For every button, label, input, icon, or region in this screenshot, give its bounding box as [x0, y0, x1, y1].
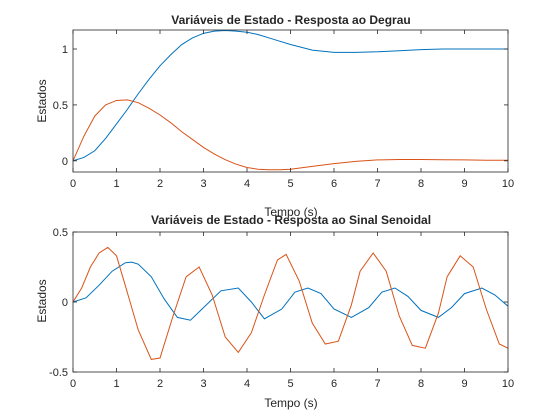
axes-box	[72, 231, 509, 373]
x-tick-label: 7	[374, 378, 380, 390]
x-tick-label: 0	[70, 378, 76, 390]
x-tick-label: 3	[200, 178, 206, 190]
chart-title: Variáveis de Estado - Resposta ao Sinal …	[151, 213, 431, 227]
series-line-1	[73, 30, 508, 162]
x-tick-label: 7	[374, 178, 380, 190]
subplot-step-response: Variáveis de Estado - Resposta ao Degrau…	[35, 13, 514, 219]
x-axis-label: Tempo (s)	[264, 396, 317, 410]
x-tick-label: 10	[502, 378, 514, 390]
x-tick-label: 8	[418, 378, 424, 390]
x-tick-label: 3	[200, 378, 206, 390]
axes-box	[72, 29, 509, 173]
x-tick-label: 8	[418, 178, 424, 190]
y-tick-label: 0.5	[53, 100, 68, 112]
y-tick-label: 1	[62, 44, 68, 56]
y-tick-label: 0	[62, 156, 68, 168]
x-tick-label: 2	[157, 178, 163, 190]
plot-area: 0 1 2 3 4 5 6 7 8 9 10 0 0.5 1	[53, 29, 514, 190]
x-tick-label: 5	[287, 178, 293, 190]
x-tick-label: 4	[244, 178, 250, 190]
x-tick-label: 10	[502, 178, 514, 190]
y-tick-label: 0.5	[53, 227, 68, 239]
series-line-1	[73, 261, 508, 321]
series-line-2	[73, 99, 508, 171]
y-tick-label: 0	[62, 297, 68, 309]
x-tick-label: 6	[331, 378, 337, 390]
x-axis-label: Tempo (s)	[264, 205, 317, 219]
x-tick-label: 1	[113, 178, 119, 190]
x-tick-label: 1	[113, 378, 119, 390]
chart-title: Variáveis de Estado - Resposta ao Degrau	[171, 13, 410, 27]
plot-area: 0 1 2 3 4 5 6 7 8 9 10-0.500.5	[49, 227, 514, 390]
x-tick-label: 6	[331, 178, 337, 190]
x-tick-label: 5	[287, 378, 293, 390]
series-line-2	[73, 246, 508, 360]
x-tick-label: 9	[461, 178, 467, 190]
y-axis-label: Estados	[35, 79, 49, 122]
x-tick-label: 9	[461, 378, 467, 390]
subplot-sine-response: Variáveis de Estado - Resposta ao Sinal …	[35, 213, 514, 410]
x-tick-label: 2	[157, 378, 163, 390]
x-tick-label: 4	[244, 378, 250, 390]
x-tick-label: 0	[70, 178, 76, 190]
y-tick-label: -0.5	[49, 367, 68, 379]
y-axis-label: Estados	[35, 279, 49, 322]
